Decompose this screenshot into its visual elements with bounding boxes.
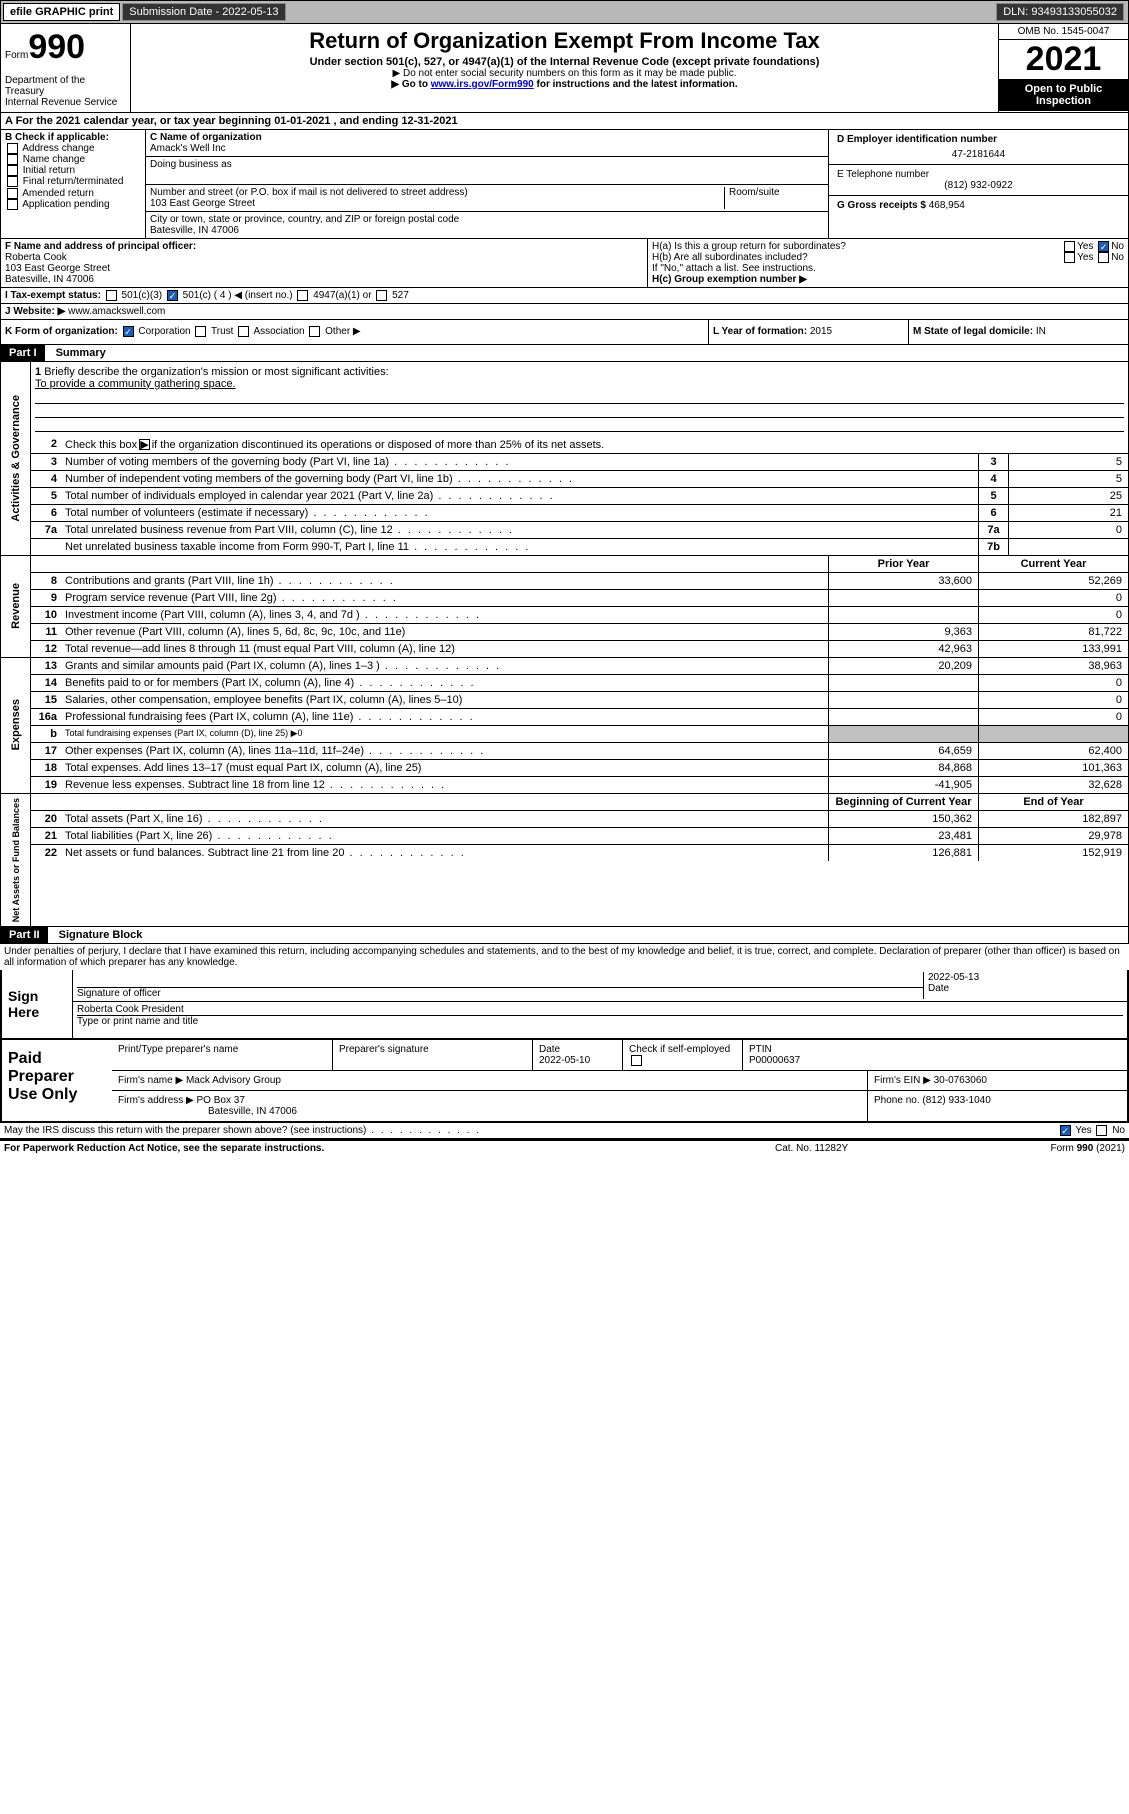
527-checkbox[interactable]: [376, 290, 387, 301]
penalties-text: Under penalties of perjury, I declare th…: [0, 944, 1129, 970]
header-right: OMB No. 1545-0047 2021 Open to Public In…: [998, 24, 1128, 112]
table-row: 20Total assets (Part X, line 16)150,3621…: [31, 811, 1128, 828]
self-employed-checkbox[interactable]: [631, 1055, 642, 1066]
part-i-header: Part I: [1, 345, 45, 361]
part-ii-header: Part II: [1, 927, 48, 943]
table-row: 8Contributions and grants (Part VIII, li…: [31, 573, 1128, 590]
line4-val: 5: [1008, 471, 1128, 487]
table-row: 10Investment income (Part VIII, column (…: [31, 607, 1128, 624]
ha-no[interactable]: [1098, 241, 1109, 252]
address-change-checkbox[interactable]: [7, 143, 18, 154]
row-a: A For the 2021 calendar year, or tax yea…: [0, 113, 1129, 130]
ein: 47-2181644: [837, 145, 1120, 160]
name-change-checkbox[interactable]: [7, 154, 18, 165]
501c3-checkbox[interactable]: [106, 290, 117, 301]
phone: (812) 932-0922: [837, 180, 1120, 191]
ha-yes[interactable]: [1064, 241, 1075, 252]
hb-no[interactable]: [1098, 252, 1109, 263]
col-b: B Check if applicable: Address change Na…: [1, 130, 146, 238]
table-row: bTotal fundraising expenses (Part IX, co…: [31, 726, 1128, 743]
form-number-box: Form990 Department of the Treasury Inter…: [1, 24, 131, 112]
row-i: I Tax-exempt status: 501(c)(3) 501(c) ( …: [0, 288, 1129, 304]
irs-link[interactable]: www.irs.gov/Form990: [431, 79, 534, 90]
city-state-zip: Batesville, IN 47006: [150, 225, 824, 236]
table-row: 18Total expenses. Add lines 13–17 (must …: [31, 760, 1128, 777]
efile-label: efile GRAPHIC print: [3, 3, 120, 21]
table-row: 9Program service revenue (Part VIII, lin…: [31, 590, 1128, 607]
table-row: 16aProfessional fundraising fees (Part I…: [31, 709, 1128, 726]
table-row: 12Total revenue—add lines 8 through 11 (…: [31, 641, 1128, 657]
initial-return-checkbox[interactable]: [7, 165, 18, 176]
header-center: Return of Organization Exempt From Incom…: [131, 24, 998, 112]
table-row: 14Benefits paid to or for members (Part …: [31, 675, 1128, 692]
gross-receipts: 468,954: [929, 200, 965, 211]
association-checkbox[interactable]: [238, 326, 249, 337]
other-checkbox[interactable]: [309, 326, 320, 337]
table-row: 13Grants and similar amounts paid (Part …: [31, 658, 1128, 675]
mission-text: To provide a community gathering space.: [35, 378, 1124, 390]
submission-date: Submission Date - 2022-05-13: [122, 3, 285, 21]
line7a-val: 0: [1008, 522, 1128, 538]
amended-return-checkbox[interactable]: [7, 188, 18, 199]
dln: DLN: 93493133055032: [996, 3, 1124, 21]
final-return-checkbox[interactable]: [7, 176, 18, 187]
street: 103 East George Street: [150, 198, 724, 209]
hb-yes[interactable]: [1064, 252, 1075, 263]
form-title: Return of Organization Exempt From Incom…: [135, 28, 994, 54]
org-name: Amack's Well Inc: [150, 143, 824, 154]
trust-checkbox[interactable]: [195, 326, 206, 337]
corporation-checkbox[interactable]: [123, 326, 134, 337]
501c-checkbox[interactable]: [167, 290, 178, 301]
table-row: 11Other revenue (Part VIII, column (A), …: [31, 624, 1128, 641]
line7b-val: [1008, 539, 1128, 555]
discontinued-checkbox[interactable]: [139, 439, 150, 450]
table-row: 22Net assets or fund balances. Subtract …: [31, 845, 1128, 861]
line6-val: 21: [1008, 505, 1128, 521]
table-row: 21Total liabilities (Part X, line 26)23,…: [31, 828, 1128, 845]
row-j: J Website: ▶ www.amackswell.com: [0, 304, 1129, 320]
line5-val: 25: [1008, 488, 1128, 504]
table-row: 17Other expenses (Part IX, column (A), l…: [31, 743, 1128, 760]
application-pending-checkbox[interactable]: [7, 199, 18, 210]
4947-checkbox[interactable]: [297, 290, 308, 301]
website: www.amackswell.com: [68, 306, 165, 317]
officer-name: Roberta Cook President: [77, 1004, 1123, 1015]
table-row: 15Salaries, other compensation, employee…: [31, 692, 1128, 709]
table-row: 19Revenue less expenses. Subtract line 1…: [31, 777, 1128, 793]
discuss-yes[interactable]: [1060, 1125, 1071, 1136]
discuss-no[interactable]: [1096, 1125, 1107, 1136]
top-bar: efile GRAPHIC print Submission Date - 20…: [0, 0, 1129, 24]
line3-val: 5: [1008, 454, 1128, 470]
